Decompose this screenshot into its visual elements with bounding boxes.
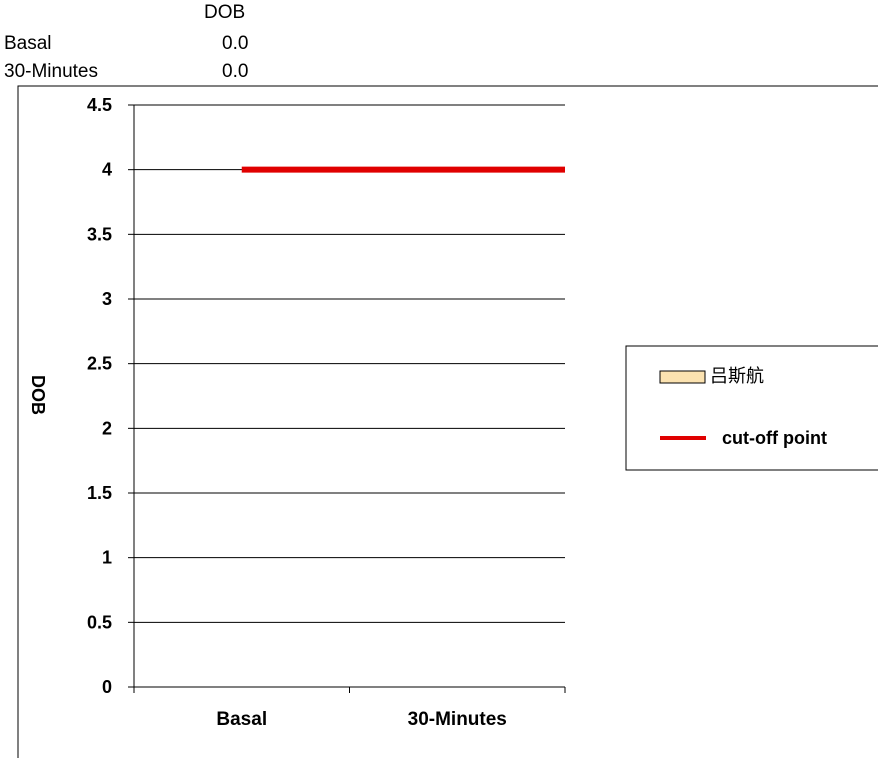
y-tick-label: 2 — [102, 418, 112, 438]
y-tick-label: 0 — [102, 677, 112, 697]
table-row-label-basal: Basal — [4, 33, 52, 54]
table-row-value-30-minutes: 0.0 — [222, 61, 249, 82]
y-tick-label: 3.5 — [87, 224, 112, 244]
y-tick-label: 3 — [102, 289, 112, 309]
table-row-value-basal: 0.0 — [222, 33, 249, 54]
gridlines — [134, 104, 565, 623]
x-tick-label: Basal — [216, 709, 267, 730]
legend-box — [625, 345, 878, 471]
legend: 吕斯航 cut-off point — [625, 345, 878, 471]
y-tick-label: 0.5 — [87, 612, 112, 632]
y-tick-label: 4.5 — [87, 95, 112, 115]
y-tick-label: 4 — [102, 160, 112, 180]
y-tick-label: 2.5 — [87, 354, 112, 374]
y-tick-label: 1.5 — [87, 483, 112, 503]
table-header-dob: DOB — [204, 2, 246, 23]
x-tick-label: 30-Minutes — [408, 709, 507, 730]
legend-label-series: 吕斯航 — [710, 366, 764, 386]
legend-swatch-series — [659, 370, 706, 384]
axes: 0 0.5 1 1.5 2 2.5 3 3.5 4 4.5 Basal 30-Minutes — [87, 95, 566, 730]
y-tick-label: 1 — [102, 548, 112, 568]
table-row-label-30-minutes: 30-Minutes — [4, 61, 98, 82]
legend-label-cutoff: cut-off point — [722, 428, 827, 448]
y-axis-label: DOB — [28, 375, 48, 415]
